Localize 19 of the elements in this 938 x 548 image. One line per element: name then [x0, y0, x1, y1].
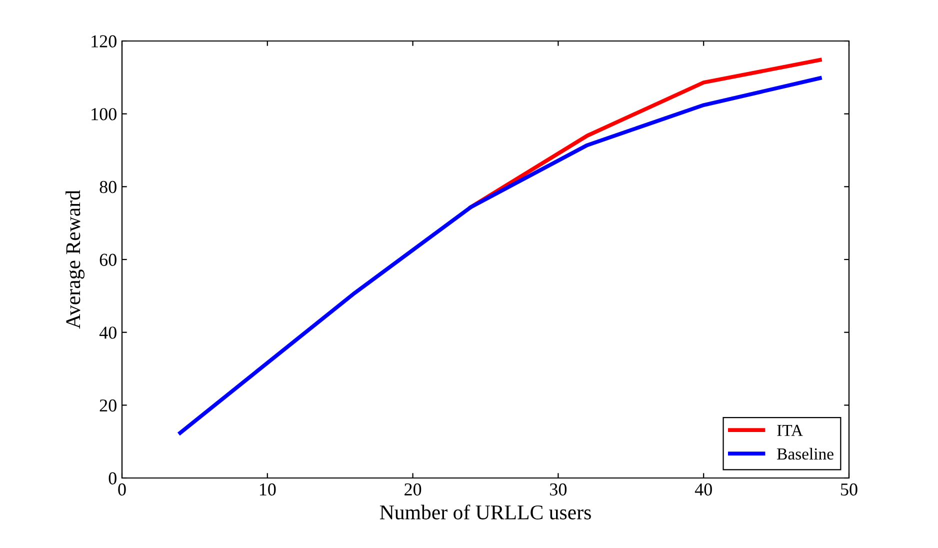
x-tick-label: 0	[118, 483, 126, 496]
x-tick-label: 20	[404, 483, 422, 496]
x-tick-label: 10	[260, 483, 276, 496]
x-tick-label: 50	[841, 483, 858, 496]
x-tick-label: 40	[694, 483, 712, 496]
x-tick-label: 30	[550, 483, 567, 496]
y-tick-label: 20	[100, 399, 116, 412]
legend-label: ITA	[777, 424, 803, 436]
line-series	[178, 76, 822, 435]
y-tick-label: 100	[92, 108, 116, 120]
y-tick-label: 120	[92, 35, 116, 48]
y-tick-label: 0	[108, 472, 116, 484]
legend-label: Baseline	[777, 448, 834, 460]
x-axis-title: Number of URLLC users	[380, 504, 591, 520]
y-axis-title: Average Reward	[66, 190, 84, 329]
y-tick-label: 80	[100, 180, 116, 194]
y-tick-label: 40	[99, 326, 116, 339]
y-tick-label: 60	[100, 254, 116, 266]
line-series	[469, 58, 822, 210]
